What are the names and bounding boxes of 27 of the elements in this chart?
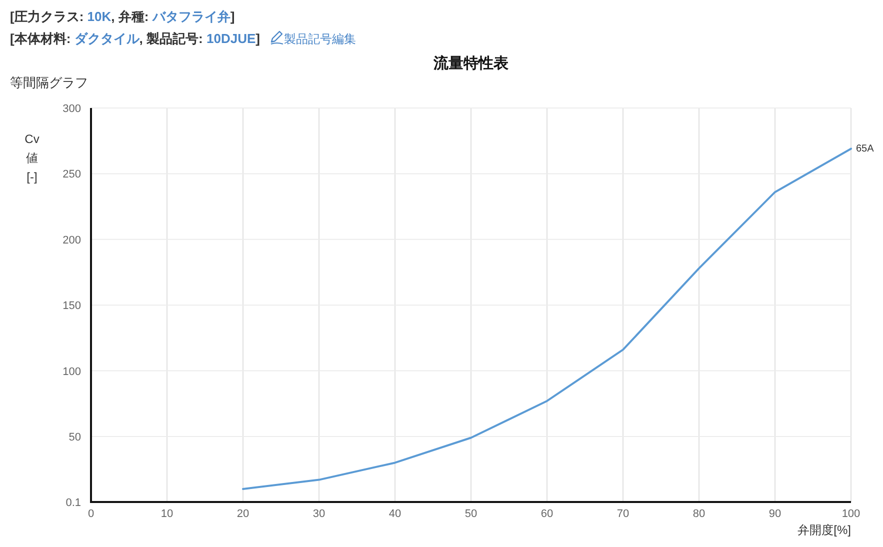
- x-tick-label: 0: [88, 508, 94, 520]
- x-tick-label: 30: [312, 508, 326, 520]
- y-tick-label: 0.1: [66, 497, 81, 509]
- x-tick-label: 80: [692, 508, 706, 520]
- text: 製品記号編集: [284, 32, 356, 46]
- text: 等間隔グラフ: [10, 75, 88, 90]
- x-tick-label: 90: [768, 508, 782, 520]
- x-tick-label: 50: [464, 508, 478, 520]
- x-tick-label: 20: [236, 508, 250, 520]
- y-tick-label: 300: [62, 103, 81, 115]
- text: [圧力クラス: 10K, 弁種: バタフライ弁]: [10, 9, 235, 24]
- x-tick-label: 100: [842, 508, 860, 520]
- x-axis-title: 弁開度[%]: [798, 523, 851, 537]
- y-tick-label: 200: [62, 234, 81, 246]
- y-tick-label: 50: [68, 431, 81, 444]
- y-tick-label: 100: [62, 366, 81, 378]
- y-tick-label: 250: [62, 168, 81, 181]
- chart-title: 流量特性表: [432, 54, 510, 72]
- x-tick-label: 60: [540, 508, 554, 520]
- y-axis-title: Cv 値 [-]: [24, 132, 40, 184]
- x-tick-label: 40: [388, 508, 402, 520]
- series-label: 65A: [856, 144, 874, 155]
- x-tick-label: 70: [616, 508, 630, 520]
- x-tick-label: 10: [160, 508, 174, 520]
- text: [本体材料: ダクタイル, 製品記号: 10DJUE]: [10, 31, 260, 46]
- line-series: [242, 148, 852, 490]
- y-tick-label: 150: [62, 300, 81, 312]
